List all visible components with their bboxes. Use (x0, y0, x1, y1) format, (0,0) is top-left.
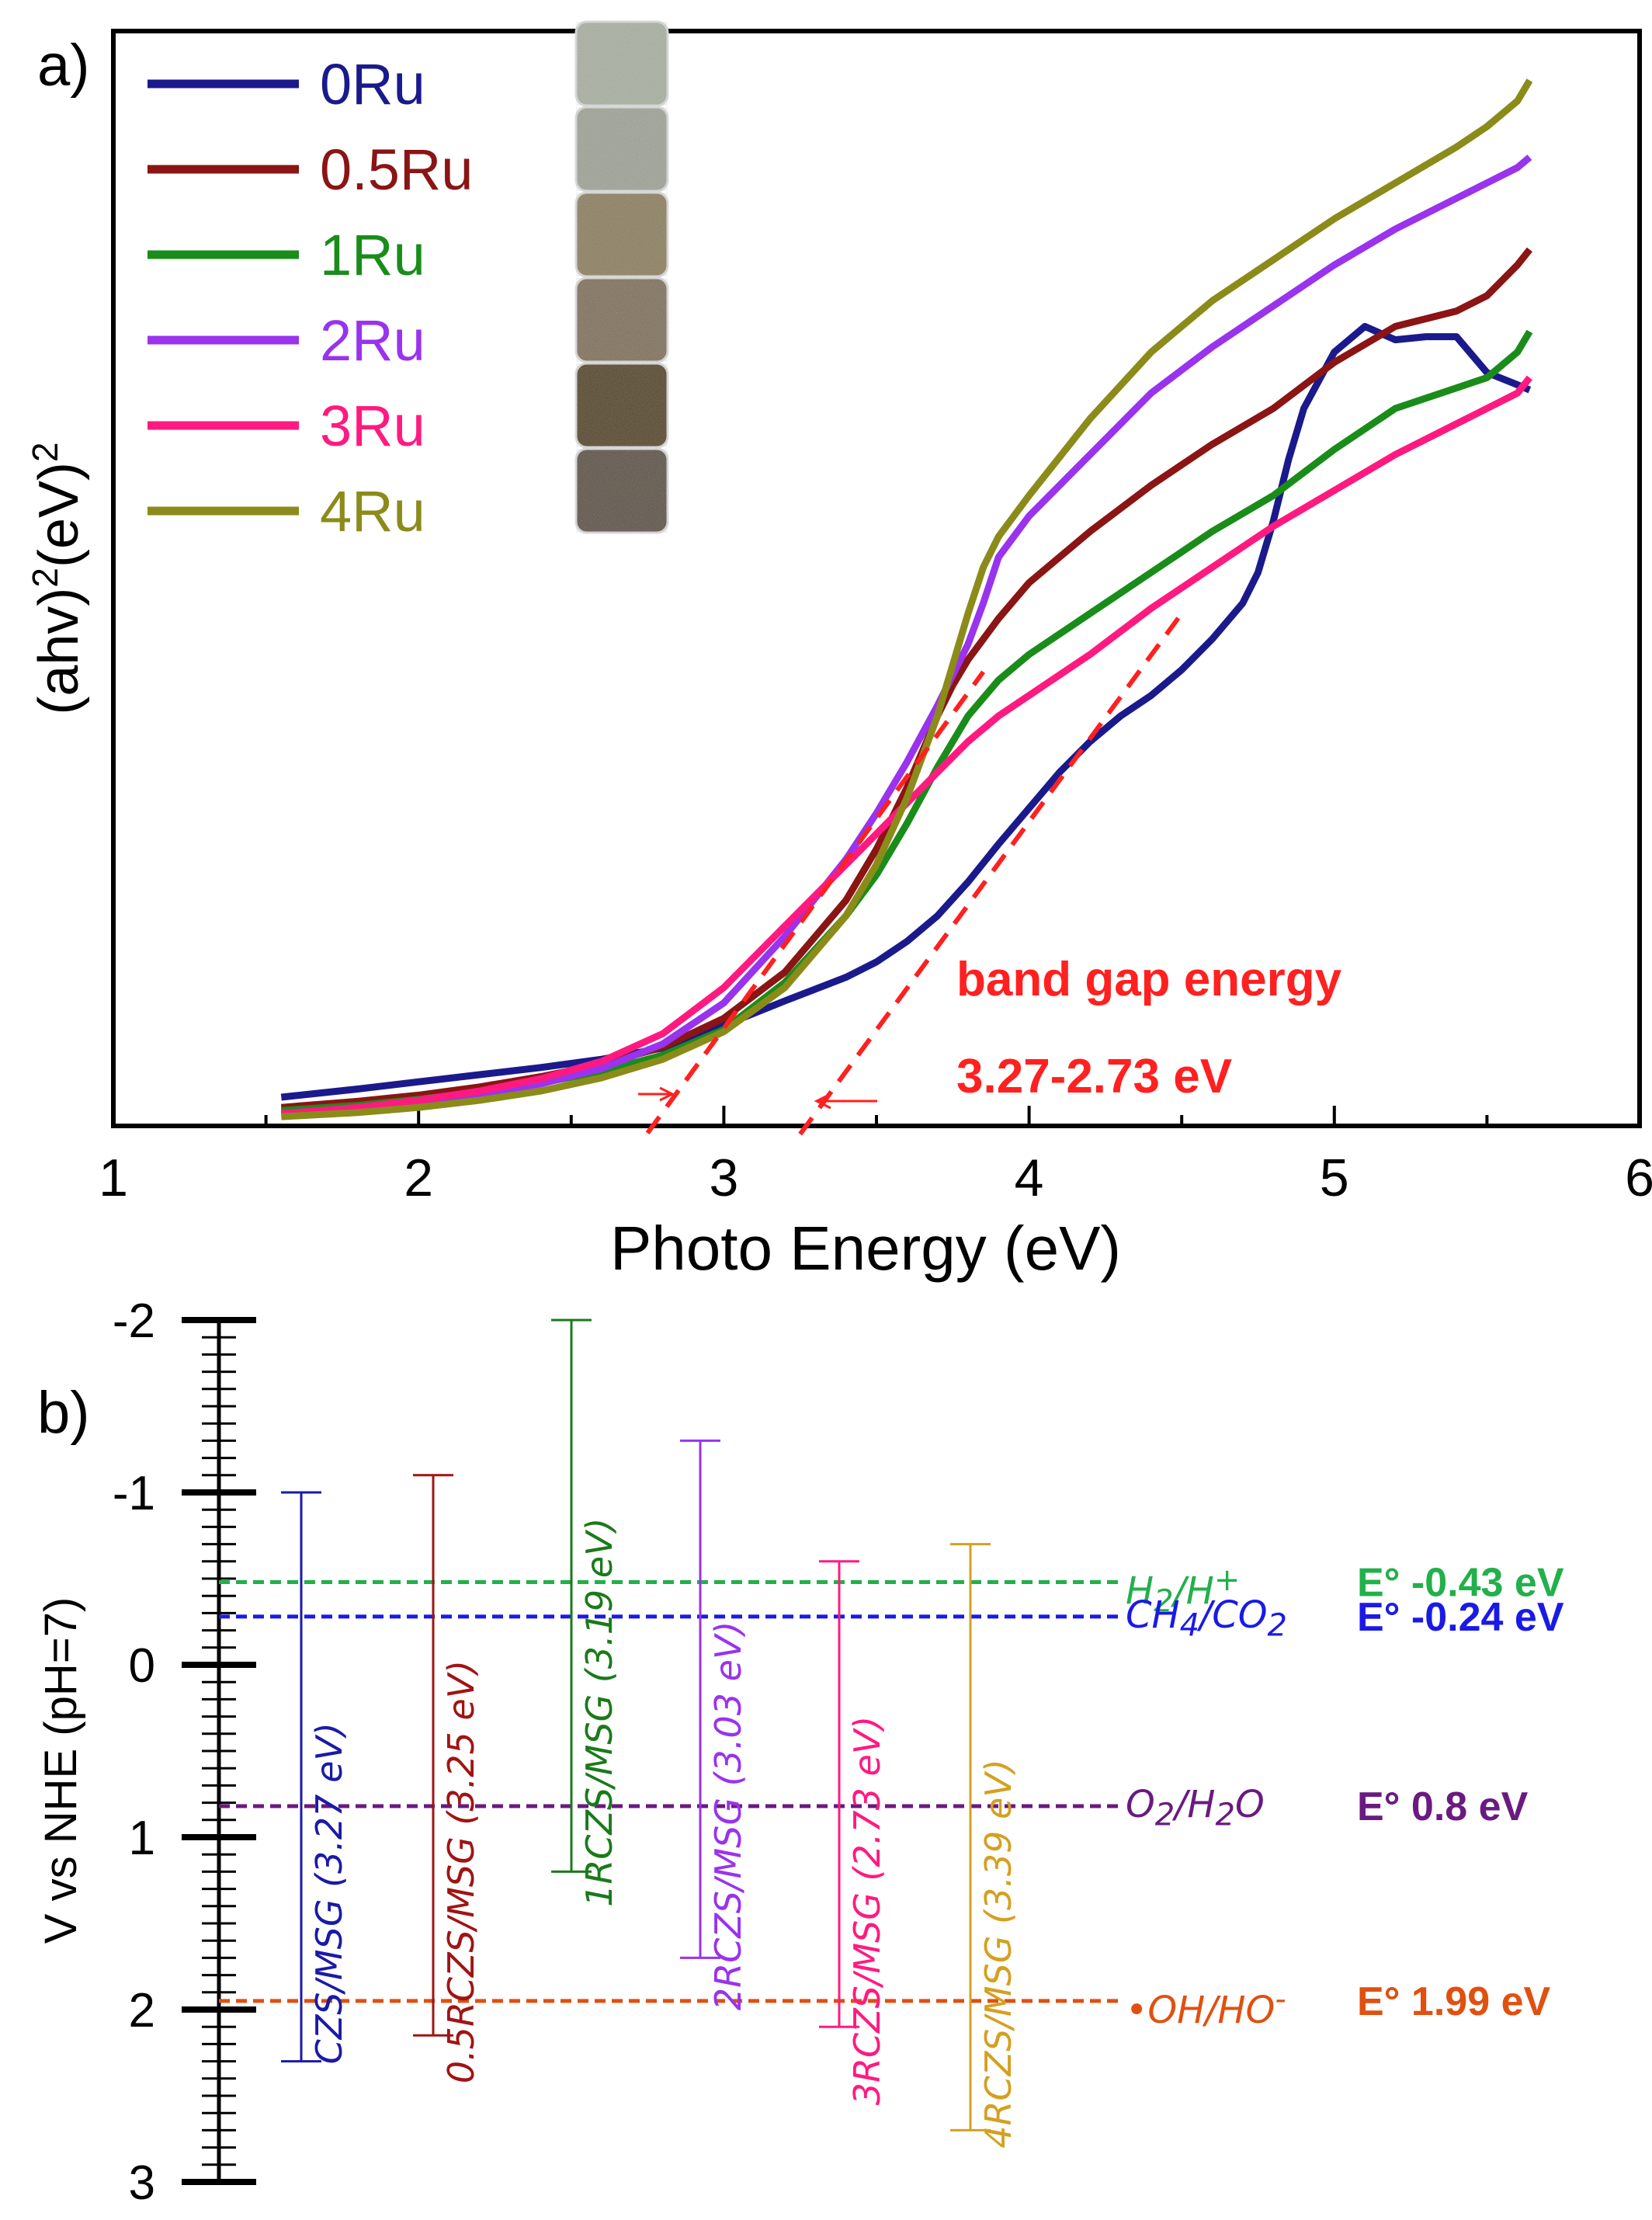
ref-couple-OH/HO-: •OH/HO- (1126, 1981, 1286, 2031)
x-tick-label: 6 (1625, 1148, 1652, 1207)
sample-photo-texture-0 (576, 22, 668, 106)
band-bar-label-0.5RCZS/MSG: 0.5RCZS/MSG (3.25 eV) (440, 1660, 482, 2083)
tangent-2Ru (645, 670, 986, 1135)
band-bar-sample: 3RCZS/MSG (846, 1881, 888, 2106)
band-bar-sample: 4RCZS/MSG (977, 1924, 1019, 2149)
panel-b-y-label: V vs NHE (pH=7) (36, 1597, 86, 1944)
x-tick-label: 2 (404, 1148, 433, 1207)
band-bar-sample: CZS/MSG (308, 1888, 350, 2064)
legend-label-2Ru: 2Ru (320, 308, 425, 373)
y-tick-label: 0 (129, 1639, 155, 1693)
band-bar-sample: 0.5RCZS/MSG (440, 1826, 482, 2084)
band-bar-gap: (3.39 eV) (977, 1759, 1019, 1924)
tangent-0Ru (798, 612, 1184, 1136)
sample-photo-texture-4 (576, 363, 668, 447)
sample-photos (574, 20, 669, 534)
sample-photo-texture-3 (576, 278, 668, 362)
band-bar-label-2RCZS/MSG: 2RCZS/MSG (3.03 eV) (707, 1621, 749, 2010)
panel-a-series (280, 78, 1533, 1120)
panel-a-tangents (645, 612, 1184, 1136)
band-bar-4RCZS/MSG: 4RCZS/MSG (3.39 eV) (950, 1543, 1019, 2149)
band-bar-gap: (3.03 eV) (707, 1621, 749, 1787)
band-bar-label-4RCZS/MSG: 4RCZS/MSG (3.39 eV) (977, 1759, 1019, 2148)
series-line-4Ru (281, 78, 1533, 1120)
band-gap-annotation-line1: band gap energy (956, 953, 1342, 1006)
intercept-arrows (638, 1086, 877, 1110)
band-bar-label-3RCZS/MSG: 3RCZS/MSG (2.73 eV) (846, 1716, 888, 2105)
ref-couple-CH4/CO2: CH4/CO2 (1126, 1593, 1287, 1644)
band-gap-annotation-line2: 3.27-2.73 eV (956, 1050, 1232, 1103)
band-bar-label-1RCZS/MSG: 1RCZS/MSG (3.19 eV) (578, 1517, 620, 1906)
panel-a-y-label: (ahv)2(eV)2 (25, 442, 90, 714)
series-line-2Ru (280, 155, 1532, 1117)
panel-a-x-tick-labels: 1 2 3 4 5 6 (99, 1148, 1652, 1207)
y-tick-label: -2 (113, 1294, 155, 1348)
legend-label-0Ru: 0Ru (320, 52, 425, 116)
ref-couple-text: CH4/CO2 (1126, 1593, 1287, 1644)
legend-label-3Ru: 3Ru (320, 394, 425, 458)
y-tick-label: 1 (129, 1812, 155, 1865)
legend-label-4Ru: 4Ru (320, 479, 425, 544)
ref-couple-O2/H2O: O2/H2O (1126, 1783, 1265, 1833)
arrow-left-head (659, 1086, 675, 1102)
legend: 0Ru 0.5Ru 1Ru 2Ru 3Ru 4Ru (148, 52, 473, 544)
x-tick-label: 5 (1320, 1148, 1349, 1207)
ref-value-CH4/CO2: E° -0.24 eV (1357, 1595, 1564, 1640)
panel-b-label: b) (37, 1380, 90, 1446)
panel-b: b) V vs NHE (pH=7) -2 -1 0 1 2 3 H2/H+ E° -0.4… (36, 1294, 1564, 2210)
ref-couple-text: H2/H+ (1126, 1562, 1241, 1612)
legend-label-0.5Ru: 0.5Ru (320, 137, 473, 202)
x-tick-label: 1 (99, 1148, 128, 1207)
band-bar-gap: (3.19 eV) (578, 1517, 620, 1683)
y-tick-label: 3 (129, 2156, 155, 2210)
ref-couple-H2/H+: H2/H+ (1126, 1562, 1241, 1612)
x-tick-label: 4 (1015, 1148, 1044, 1207)
panel-b-ticks (182, 1317, 256, 2185)
band-bar-sample: 2RCZS/MSG (707, 1786, 749, 2010)
ref-value-H2/H+: E° -0.43 eV (1357, 1560, 1564, 1605)
ref-value-O2/H2O: E° 0.8 eV (1357, 1784, 1529, 1829)
arrow-right-head (814, 1093, 831, 1110)
x-tick-label: 3 (709, 1148, 738, 1207)
y-tick-label: 2 (129, 1984, 155, 2038)
band-edge-bars: CZS/MSG (3.27 eV) 0.5RCZS/MSG (3.25 eV) 1R… (281, 1318, 1019, 2149)
panel-b-tick-labels: -2 -1 0 1 2 3 (113, 1294, 155, 2210)
sample-photo-texture-2 (576, 193, 668, 276)
ref-couple-text: O2/H2O (1126, 1783, 1265, 1833)
ref-value-OH/HO-: E° 1.99 eV (1357, 1979, 1551, 2024)
legend-label-1Ru: 1Ru (320, 223, 425, 287)
band-bar-sample: 1RCZS/MSG (578, 1683, 620, 1907)
sample-photo-texture-1 (576, 107, 668, 191)
panel-a-label: a) (37, 33, 90, 99)
redox-reference-lines: H2/H+ E° -0.43 eV CH4/CO2 E° -0.24 eV O2/H2O… (219, 1560, 1564, 2031)
sample-photo-texture-5 (576, 449, 668, 533)
band-bar-CZS/MSG: CZS/MSG (3.27 eV) (281, 1491, 350, 2064)
series-line-0.5Ru (280, 247, 1532, 1111)
series-line-3Ru (280, 375, 1532, 1117)
band-bar-label-CZS/MSG: CZS/MSG (3.27 eV) (308, 1722, 350, 2064)
band-bar-2RCZS/MSG: 2RCZS/MSG (3.03 eV) (680, 1439, 749, 2010)
band-bar-0.5RCZS/MSG: 0.5RCZS/MSG (3.25 eV) (413, 1474, 482, 2083)
band-bar-3RCZS/MSG: 3RCZS/MSG (2.73 eV) (819, 1560, 888, 2105)
band-bar-gap: (3.25 eV) (440, 1660, 482, 1826)
panel-a-x-label: Photo Energy (eV) (610, 1214, 1121, 1283)
band-bar-gap: (3.27 eV) (308, 1722, 350, 1888)
ref-couple-text: •OH/HO- (1126, 1981, 1286, 2031)
band-bar-gap: (2.73 eV) (846, 1716, 888, 1881)
y-tick-label: -1 (113, 1467, 155, 1520)
band-bar-1RCZS/MSG: 1RCZS/MSG (3.19 eV) (551, 1318, 620, 1907)
